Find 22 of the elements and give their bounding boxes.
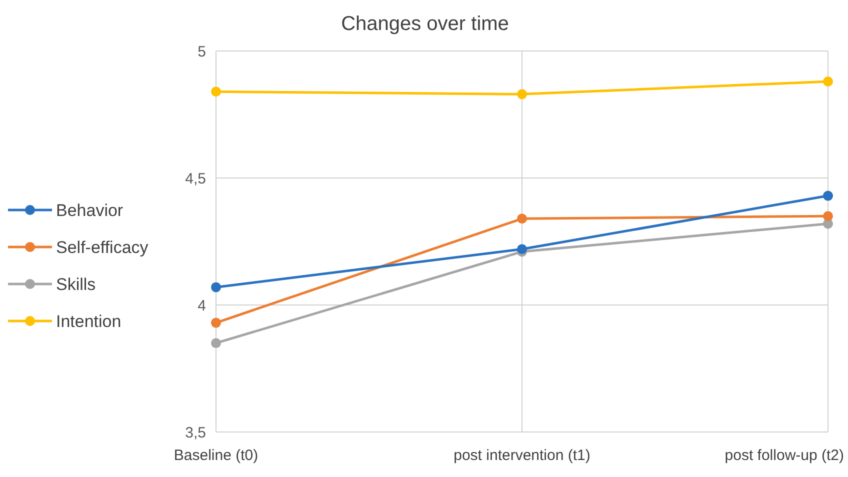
point — [211, 318, 221, 328]
point — [517, 214, 527, 224]
point — [211, 86, 221, 97]
point — [211, 338, 221, 348]
legend-label: Self-efficacy — [56, 238, 149, 257]
legend-label: Skills — [56, 274, 96, 294]
y-tick-label: 4,5 — [185, 170, 206, 188]
point — [823, 211, 833, 222]
legend-label: Intention — [56, 312, 122, 331]
point — [517, 244, 527, 254]
point — [823, 190, 833, 201]
x-tick-label: post follow-up (t2) — [724, 447, 844, 464]
y-tick-label: 5 — [198, 43, 206, 60]
point — [211, 282, 221, 292]
point — [823, 76, 833, 86]
point — [517, 89, 527, 100]
x-tick-label: post intervention (t1) — [454, 447, 590, 464]
x-tick-label: Baseline (t0) — [174, 447, 258, 464]
legend-label: Behavior — [56, 200, 124, 220]
y-tick-label: 3,5 — [185, 424, 206, 442]
chart-title: Changes over time — [341, 13, 509, 35]
y-tick-label: 4 — [198, 297, 206, 314]
